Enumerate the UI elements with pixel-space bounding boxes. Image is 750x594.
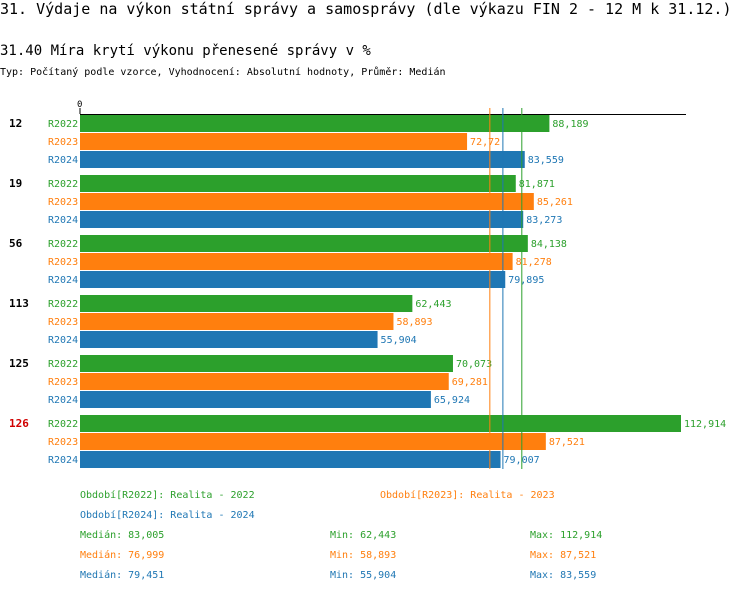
stat-median-r2023: Medián: 76,999 [80, 550, 165, 561]
series-label-126-R2022: R2022 [48, 419, 78, 430]
legend-period-r2024: Období[R2024]: Realita - 2024 [80, 510, 255, 521]
value-label-113-R2022: 62,443 [415, 299, 451, 310]
series-label-125-R2023: R2023 [48, 377, 78, 388]
series-label-56-R2023: R2023 [48, 257, 78, 268]
stat-max-r2024: Max: 83,559 [530, 570, 597, 581]
axis-zero-label: 0 [77, 100, 82, 110]
bar-12-R2022 [80, 115, 550, 132]
value-label-113-R2024: 55,904 [381, 335, 417, 346]
stat-max-r2023: Max: 87,521 [530, 550, 597, 561]
group-label-19: 19 [9, 177, 22, 190]
bar-56-R2022 [80, 235, 528, 252]
bar-125-R2024 [80, 391, 431, 408]
group-label-113: 113 [9, 297, 29, 310]
series-label-56-R2024: R2024 [48, 275, 78, 286]
series-label-12-R2022: R2022 [48, 119, 78, 130]
series-label-126-R2023: R2023 [48, 437, 78, 448]
bar-126-R2024 [80, 451, 501, 468]
series-label-56-R2022: R2022 [48, 239, 78, 250]
group-label-56: 56 [9, 237, 23, 250]
bar-19-R2023 [80, 193, 534, 210]
bar-chart: 0 12 R2022 88,189 R2023 72,72 R2024 83,559 19 R20… [9, 100, 726, 469]
stat-min-r2024: Min: 55,904 [330, 570, 397, 581]
stat-max-r2022: Max: 112,914 [530, 530, 603, 541]
chart-subtitle: 31.40 Míra krytí výkonu přenesené správy… [0, 43, 371, 59]
value-label-125-R2022: 70,073 [456, 359, 492, 370]
series-label-113-R2024: R2024 [48, 335, 78, 346]
value-label-12-R2022: 88,189 [552, 119, 588, 130]
stat-median-r2022: Medián: 83,005 [80, 530, 165, 541]
value-label-12-R2024: 83,559 [528, 155, 564, 166]
value-label-125-R2024: 65,924 [434, 395, 470, 406]
bar-126-R2022 [80, 415, 681, 432]
group-label-12: 12 [9, 117, 22, 130]
value-label-12-R2023: 72,72 [470, 137, 500, 148]
value-label-126-R2022: 112,914 [684, 419, 726, 430]
bar-125-R2022 [80, 355, 453, 372]
value-label-56-R2022: 84,138 [531, 239, 567, 250]
page-title: 31. Výdaje na výkon státní správy a samo… [0, 0, 732, 18]
value-label-126-R2023: 87,521 [549, 437, 585, 448]
value-label-56-R2023: 81,278 [516, 257, 552, 268]
value-label-113-R2023: 58,893 [396, 317, 432, 328]
series-label-125-R2024: R2024 [48, 395, 78, 406]
series-label-19-R2024: R2024 [48, 215, 78, 226]
value-label-125-R2023: 69,281 [452, 377, 488, 388]
series-label-19-R2022: R2022 [48, 179, 78, 190]
series-label-19-R2023: R2023 [48, 197, 78, 208]
bar-19-R2022 [80, 175, 516, 192]
group-label-125: 125 [9, 357, 29, 370]
legend-period-r2023: Období[R2023]: Realita - 2023 [380, 490, 555, 501]
series-label-12-R2024: R2024 [48, 155, 78, 166]
series-label-113-R2022: R2022 [48, 299, 78, 310]
bar-126-R2023 [80, 433, 546, 450]
bar-113-R2024 [80, 331, 378, 348]
value-label-19-R2023: 85,261 [537, 197, 573, 208]
bar-56-R2023 [80, 253, 513, 270]
series-label-125-R2022: R2022 [48, 359, 78, 370]
chart-type-description: Typ: Počítaný podle vzorce, Vyhodnocení:… [0, 67, 446, 78]
value-label-19-R2022: 81,871 [519, 179, 555, 190]
bar-56-R2024 [80, 271, 506, 288]
series-label-126-R2024: R2024 [48, 455, 78, 466]
bar-113-R2022 [80, 295, 413, 312]
series-label-113-R2023: R2023 [48, 317, 78, 328]
value-label-19-R2024: 83,273 [526, 215, 562, 226]
bar-125-R2023 [80, 373, 449, 390]
stat-min-r2023: Min: 58,893 [330, 550, 397, 561]
group-label-126: 126 [9, 417, 29, 430]
value-label-56-R2024: 79,895 [508, 275, 544, 286]
bar-19-R2024 [80, 211, 524, 228]
bar-12-R2023 [80, 133, 468, 150]
series-label-12-R2023: R2023 [48, 137, 78, 148]
legend-period-r2022: Období[R2022]: Realita - 2022 [80, 490, 255, 501]
bar-12-R2024 [80, 151, 525, 168]
stat-min-r2022: Min: 62,443 [330, 530, 397, 541]
bar-113-R2023 [80, 313, 394, 330]
stat-median-r2024: Medián: 79,451 [80, 570, 165, 581]
